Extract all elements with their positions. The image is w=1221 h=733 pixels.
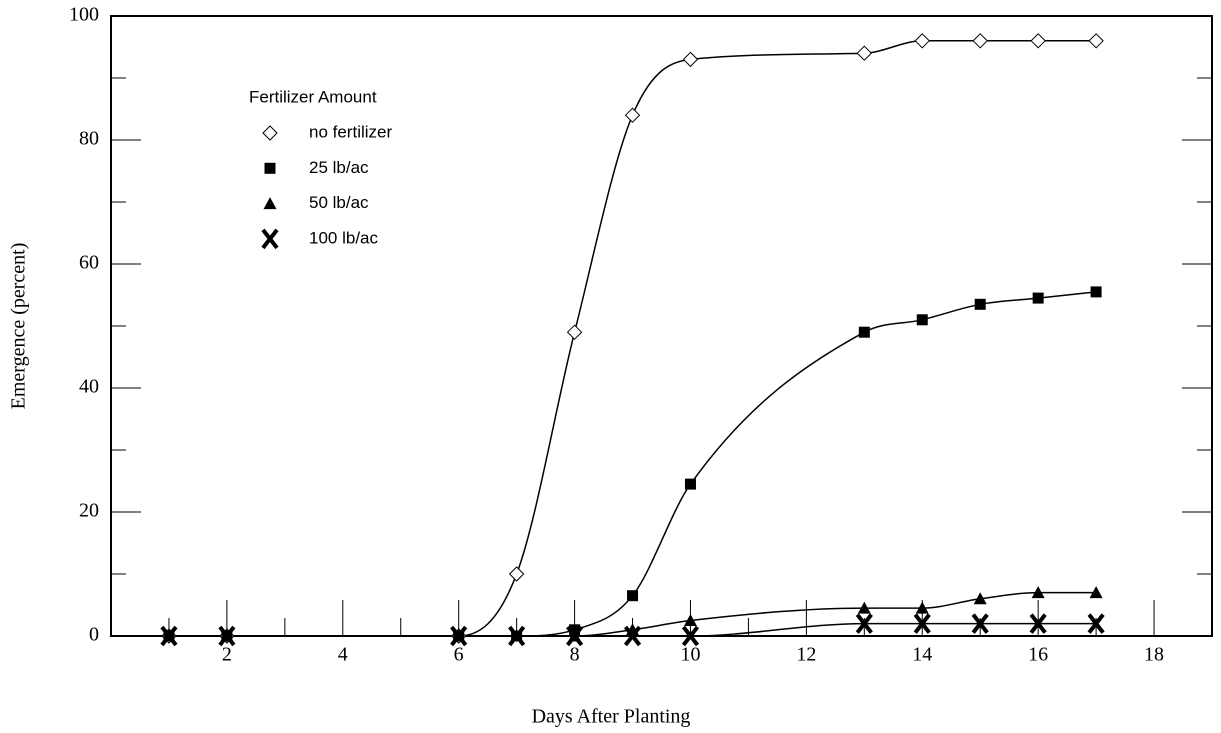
marker-x bbox=[160, 625, 178, 647]
legend-label: 50 lb/ac bbox=[309, 193, 369, 212]
marker-triangle bbox=[1031, 586, 1045, 599]
marker-square bbox=[1032, 292, 1044, 304]
marker-triangle bbox=[683, 614, 697, 626]
marker-x bbox=[1087, 613, 1105, 634]
marker-triangle bbox=[915, 601, 929, 614]
marker-diamond bbox=[566, 324, 583, 340]
marker-diamond bbox=[856, 45, 873, 61]
marker-diamond bbox=[508, 566, 525, 582]
y-tick-label: 80 bbox=[79, 128, 99, 150]
legend-label: no fertilizer bbox=[309, 122, 392, 141]
marker-square bbox=[627, 590, 639, 602]
marker-x bbox=[623, 625, 642, 647]
marker-diamond bbox=[1088, 33, 1104, 49]
marker-square bbox=[684, 478, 696, 490]
y-tick-label: 20 bbox=[79, 500, 99, 522]
legend-label: 25 lb/ac bbox=[309, 158, 369, 177]
x-tick-label: 8 bbox=[570, 644, 580, 666]
marker-square bbox=[264, 162, 276, 174]
marker-triangle bbox=[263, 197, 277, 210]
marker-square bbox=[974, 298, 986, 310]
marker-diamond bbox=[624, 107, 641, 123]
marker-x bbox=[971, 613, 989, 634]
marker-diamond bbox=[682, 51, 699, 68]
marker-x bbox=[1029, 613, 1047, 634]
marker-x bbox=[566, 625, 584, 647]
x-tick-label: 10 bbox=[680, 644, 700, 666]
x-tick-label: 14 bbox=[912, 644, 932, 666]
marker-triangle bbox=[1089, 586, 1103, 599]
series-line bbox=[168, 291, 1097, 637]
marker-x bbox=[508, 625, 526, 647]
marker-square bbox=[858, 326, 870, 338]
marker-x bbox=[913, 613, 931, 634]
plot-frame bbox=[110, 15, 1213, 637]
x-tick-label: 18 bbox=[1144, 644, 1164, 666]
marker-x bbox=[261, 228, 279, 250]
legend-label: 100 lb/ac bbox=[309, 228, 378, 247]
y-tick-label: 0 bbox=[89, 624, 99, 646]
marker-triangle bbox=[973, 592, 987, 605]
y-tick-label: 40 bbox=[79, 376, 99, 398]
marker-x bbox=[681, 625, 700, 647]
x-tick-label: 2 bbox=[222, 644, 232, 666]
marker-square bbox=[1090, 286, 1102, 298]
marker-x bbox=[218, 625, 236, 647]
y-axis-label: Emergence (percent) bbox=[8, 243, 30, 410]
y-tick-label: 100 bbox=[69, 4, 99, 26]
marker-diamond bbox=[914, 33, 930, 49]
marker-diamond bbox=[972, 33, 988, 49]
x-tick-label: 12 bbox=[796, 644, 816, 666]
marker-diamond bbox=[262, 125, 278, 141]
marker-x bbox=[855, 613, 873, 634]
x-axis-label: Days After Planting bbox=[532, 706, 691, 728]
x-tick-label: 16 bbox=[1028, 644, 1048, 666]
x-tick-label: 6 bbox=[454, 644, 464, 666]
marker-square bbox=[916, 314, 928, 326]
x-tick-label: 4 bbox=[338, 644, 348, 666]
marker-triangle bbox=[857, 601, 871, 614]
marker-x bbox=[450, 625, 468, 647]
marker-diamond bbox=[1030, 33, 1046, 49]
y-tick-label: 60 bbox=[79, 252, 99, 274]
legend-title: Fertilizer Amount bbox=[249, 87, 377, 106]
